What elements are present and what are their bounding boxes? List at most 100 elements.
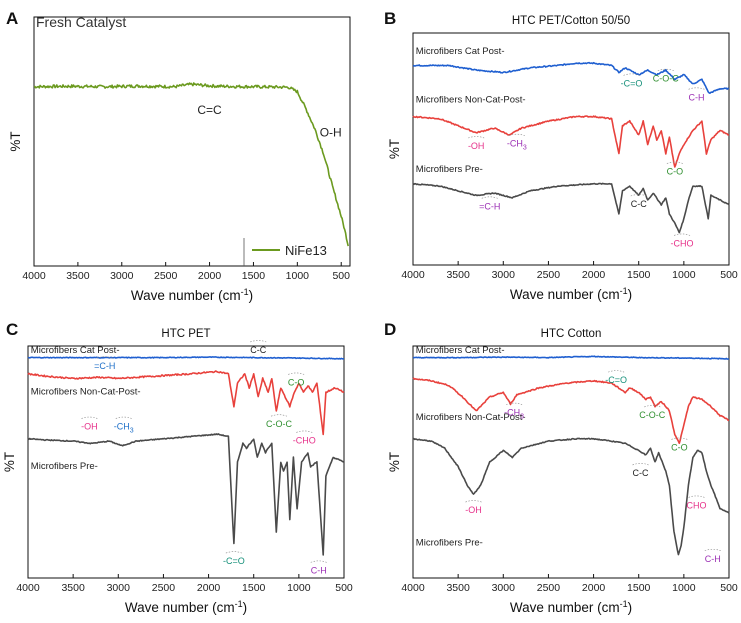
x-axis-label-main: Wave number (cm <box>131 288 241 303</box>
x-tick-label: 500 <box>720 269 738 281</box>
peak-annotation-text: -OH <box>468 141 485 151</box>
x-tick-label: 4000 <box>401 269 425 281</box>
x-axis-label-sup: -1 <box>241 287 249 297</box>
peak-annotation: -OH <box>465 505 482 515</box>
peak-annotation: -CH3 <box>504 408 524 421</box>
series-label: Microfibers Cat Post- <box>31 345 120 356</box>
annotation-bracket <box>225 551 242 554</box>
chart-title: Fresh Catalyst <box>36 14 126 30</box>
chart-title: HTC PET <box>161 328 210 340</box>
x-tick-label: 4000 <box>16 582 40 594</box>
legend-label: NiFe13 <box>285 243 327 258</box>
chart-title: HTC PET/Cotton 50/50 <box>512 15 630 27</box>
x-axis-label-sup: -1 <box>235 599 243 609</box>
x-axis-label-sup: -1 <box>620 286 628 296</box>
series-line-nife13 <box>33 82 349 247</box>
peak-annotation: C-O <box>288 377 305 387</box>
peak-annotation: CHO <box>686 500 706 510</box>
x-tick-label: 2500 <box>154 270 178 282</box>
peak-annotation-text: -CHO <box>671 238 694 248</box>
peak-annotation: C-O-C <box>653 74 679 84</box>
series-line-microfibers-pre- <box>27 433 345 556</box>
annotation-bracket <box>671 437 688 440</box>
peak-annotation: -CHO <box>671 238 694 248</box>
series-label: Microfibers Pre- <box>416 164 483 175</box>
peak-annotation-text: C-O-C <box>266 419 292 429</box>
peak-annotation: C-O-C <box>266 419 292 429</box>
panel-letter: B <box>384 9 396 28</box>
annotation-bracket <box>608 370 625 373</box>
series-line-microfibers-pre- <box>412 437 730 556</box>
peak-annotation: -CH3 <box>114 422 134 435</box>
series-line-microfibers-non-cat-post- <box>412 115 730 168</box>
x-axis-label: Wave number (cm-1) <box>125 599 247 615</box>
x-tick-label: 2500 <box>152 582 176 594</box>
x-tick-label: 1000 <box>672 269 696 281</box>
peak-annotation-sub: 3 <box>130 428 134 435</box>
plot-frame <box>412 32 730 266</box>
peak-annotation: =C-H <box>94 361 115 371</box>
peak-annotation: C-C <box>633 468 649 478</box>
peak-annotation-text: O-H <box>320 126 342 140</box>
peak-annotation-text: C-H <box>705 554 721 564</box>
x-tick-label: 2000 <box>582 269 606 281</box>
panel-letter: D <box>384 320 396 339</box>
peak-annotation: O-H <box>320 126 342 140</box>
panel-d: D HTC Cotton 4000 3500 3000 2500 2000 1500 1000 5… <box>384 320 738 615</box>
plot-frame <box>33 16 351 267</box>
x-tick-label: 3500 <box>61 582 85 594</box>
annotation-bracket <box>481 196 498 199</box>
peak-annotation: C-O <box>671 442 688 452</box>
peak-annotation-text: =C-H <box>94 361 115 371</box>
x-tick-label: 1000 <box>672 582 696 594</box>
annotation-bracket <box>288 372 305 375</box>
peak-annotation-text: C-H <box>311 565 327 575</box>
x-tick-label: 3000 <box>492 582 516 594</box>
series-line-microfibers-pre- <box>412 182 730 234</box>
annotation-bracket <box>465 500 482 503</box>
peak-annotation-text: -CH <box>114 422 130 432</box>
peak-annotation-text: CHO <box>686 500 706 510</box>
annotation-bracket <box>666 161 683 164</box>
x-tick-label: 1000 <box>286 270 310 282</box>
y-axis-label: %T <box>2 452 17 472</box>
peak-annotation-text: -C=O <box>621 78 643 88</box>
x-axis-label-end: ) <box>628 287 633 302</box>
series-label: Microfibers Non-Cat-Post- <box>416 95 526 106</box>
x-tick-label: 2000 <box>197 582 221 594</box>
annotation-bracket <box>632 463 649 466</box>
annotation-bracket <box>96 356 113 359</box>
series-line-microfibers-non-cat-post- <box>27 370 345 436</box>
chart-title: HTC Cotton <box>541 328 602 340</box>
annotation-bracket <box>250 340 267 343</box>
x-tick-label: 3000 <box>107 582 131 594</box>
peak-annotation: -OH <box>81 422 98 432</box>
x-tick-label: 1500 <box>242 582 266 594</box>
panel-a: A Fresh Catalyst 4000 3500 3000 2500 2000 1500 1… <box>6 9 351 303</box>
x-tick-label: 3000 <box>110 270 134 282</box>
series-label: Microfibers Non-Cat-Post- <box>416 412 526 423</box>
panel-c: C HTC PET 4000 3500 3000 2500 2000 1500 1000 500 W… <box>2 320 353 615</box>
x-tick-label: 500 <box>332 270 350 282</box>
series-label: Microfibers Pre- <box>31 461 98 472</box>
x-axis-label: Wave number (cm-1) <box>510 286 632 302</box>
peak-annotation: -CH3 <box>507 139 527 152</box>
annotation-bracket <box>115 416 132 419</box>
x-axis-label: Wave number (cm-1) <box>510 599 632 615</box>
peak-annotation: C-O <box>667 167 684 177</box>
peak-annotation-text: C-O <box>667 167 684 177</box>
peak-annotation: C-O-C <box>639 410 665 420</box>
x-tick-label: 500 <box>720 582 738 594</box>
y-axis-label: %T <box>387 452 402 472</box>
peak-annotation: -C=O <box>605 375 627 385</box>
peak-annotation-text: -CHO <box>293 435 316 445</box>
annotation-bracket <box>688 495 705 498</box>
peak-annotation: C-H <box>311 565 327 575</box>
x-tick-label: 1000 <box>287 582 311 594</box>
annotation-bracket <box>81 416 98 419</box>
annotation-bracket <box>468 136 485 139</box>
annotation-bracket <box>704 548 721 552</box>
peak-annotation-text: -OH <box>465 505 482 515</box>
